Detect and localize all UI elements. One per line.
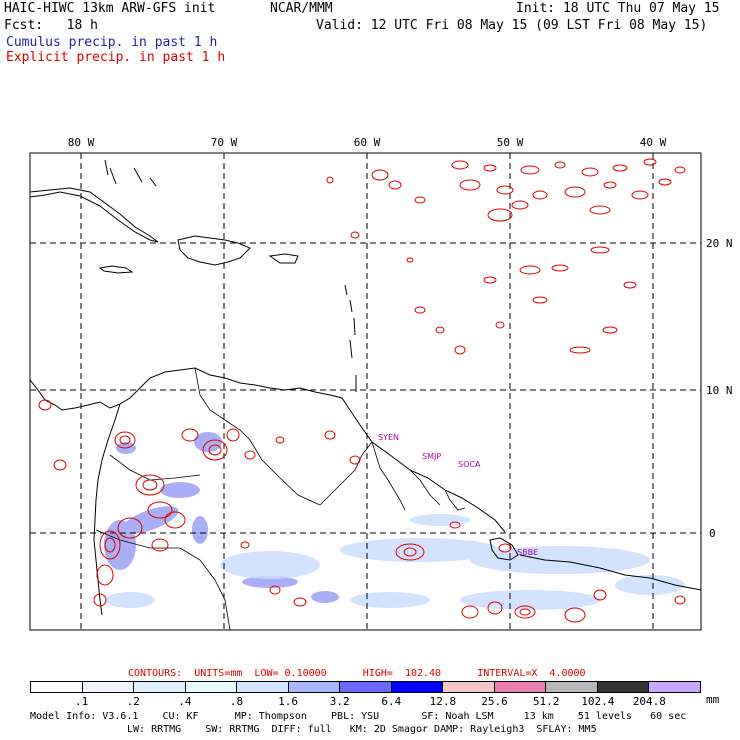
lon-label-50w: 50 W — [497, 136, 524, 149]
cumulus-areas — [104, 432, 339, 603]
valid-time: Valid: 12 UTC Fri 08 May 15 (09 LST Fri … — [316, 18, 708, 33]
colorbar-unit: mm — [706, 693, 720, 706]
init-time: Init: 18 UTC Thu 07 May 15 — [516, 1, 720, 16]
colorbar-swatch — [133, 682, 185, 692]
model-info-line2: LW: RRTMG SW: RRTMG DIFF: full KM: 2D Sm… — [127, 724, 597, 735]
colorbar-level-label: .8 — [229, 695, 244, 708]
latitude-labels: 20 N 10 N 0 — [706, 237, 733, 540]
contours-info: CONTOURS: UNITS=mm LOW= 0.10000 HIGH= 10… — [128, 668, 586, 679]
colorbar-swatch — [493, 682, 546, 692]
map-frame — [29, 152, 702, 631]
colorbar-level-label: 1.6 — [278, 695, 298, 708]
colorbar-labels: .1 .2 .4 .8 1.6 3.2 6.4 12.8 25.6 51.2 102.4 204.8 — [30, 695, 701, 708]
colorbar-level-label: .2 — [126, 695, 140, 708]
colorbar-swatch — [287, 682, 340, 692]
colorbar-level-label: 6.4 — [381, 695, 402, 708]
station-sbbe: SBBE — [517, 548, 538, 557]
model-info-line1: Model Info: V3.6.1 CU: KF MP: Thompson P… — [30, 711, 687, 722]
colorbar-swatch — [184, 682, 237, 692]
colorbar-level-label: 51.2 — [532, 695, 560, 708]
colorbar-level-label: .4 — [178, 695, 192, 708]
lon-label-60w: 60 W — [354, 136, 381, 149]
colorbar-level-label: 3.2 — [329, 695, 350, 708]
station-soca: SOCA — [458, 460, 481, 469]
colorbar-level-label: 25.6 — [481, 695, 508, 708]
colorbar-swatch — [390, 682, 443, 692]
colorbar-swatch — [648, 682, 700, 692]
forecast-hour: Fcst: 18 h — [4, 18, 98, 33]
colorbar-level-label: .1 — [74, 695, 89, 708]
colorbar-level-label: 102.4 — [581, 695, 615, 708]
colorbar-level-label: 12.8 — [429, 695, 457, 708]
station-labels: SYEN SMJP SOCA SBBE — [378, 433, 538, 557]
light-precip-areas — [105, 514, 685, 610]
model-title: HAIC-HIWC 13km ARW-GFS init — [4, 1, 216, 16]
station-syen: SYEN — [378, 433, 399, 442]
cumulus-legend: Cumulus precip. in past 1 h — [6, 35, 218, 50]
lon-label-40w: 40 W — [640, 136, 667, 149]
lat-label-10n: 10 N — [706, 384, 733, 397]
lon-label-80w: 80 W — [68, 136, 95, 149]
coastlines — [29, 159, 702, 631]
colorbar-swatch — [545, 682, 597, 692]
colorbar-swatch — [442, 682, 494, 692]
org-label: NCAR/MMM — [270, 1, 333, 16]
colorbar-swatch — [236, 682, 288, 692]
lon-label-70w: 70 W — [211, 136, 238, 149]
colorbar-level-label: 204.8 — [632, 695, 666, 708]
colorbar-swatch — [339, 682, 391, 692]
explicit-precip-contours — [38, 158, 686, 623]
colorbar-swatch — [31, 682, 82, 692]
station-smjp: SMJP — [422, 452, 441, 461]
colorbar-swatch — [81, 682, 134, 692]
colorbar — [30, 681, 701, 693]
colorbar-swatch — [596, 682, 649, 692]
longitude-labels: 80 W 70 W 60 W 50 W 40 W — [68, 136, 667, 149]
explicit-legend: Explicit precip. in past 1 h — [6, 50, 226, 65]
lat-label-20n: 20 N — [706, 237, 733, 250]
lat-label-0: 0 — [709, 527, 716, 540]
lat-lon-grid — [30, 153, 701, 630]
